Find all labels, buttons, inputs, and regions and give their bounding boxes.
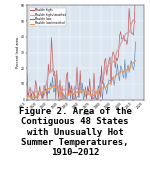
X-axis label: Year: Year [82,112,89,116]
Text: Figure 2. Area of the
Contiguous 48 States
with Unusually Hot
Summer Temperature: Figure 2. Area of the Contiguous 48 Stat… [19,107,131,157]
Legend: Mauldin highs, Mauldin highs/smoothed, Mauldin lows, Mauldin lows/smoothed: Mauldin highs, Mauldin highs/smoothed, M… [29,7,66,26]
Y-axis label: Percent land area: Percent land area [16,37,20,68]
